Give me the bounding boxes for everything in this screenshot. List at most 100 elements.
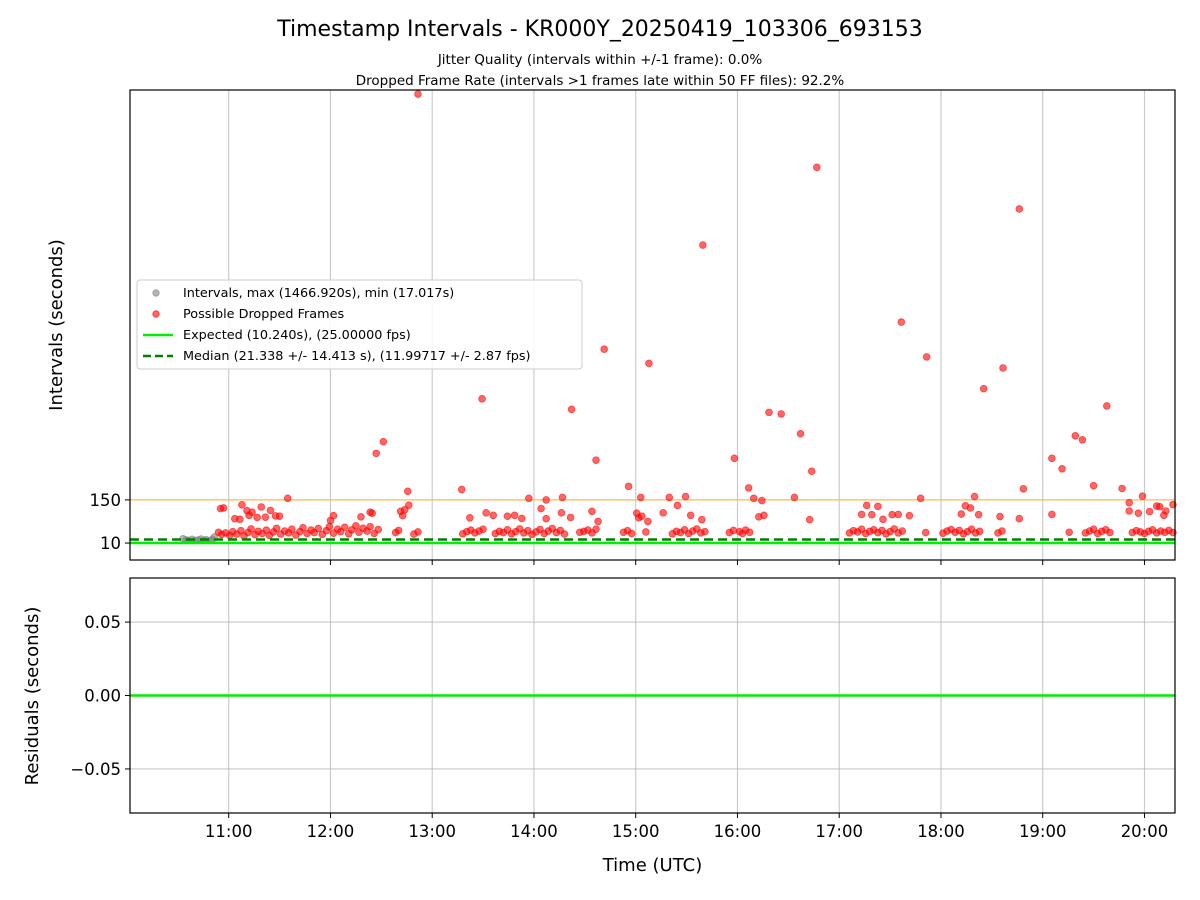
- dropped-frame-point: [777, 410, 786, 418]
- dropped-frame-point: [374, 525, 383, 534]
- dropped-frame-point: [414, 528, 422, 536]
- dropped-frame-point: [796, 429, 805, 438]
- dropped-frame-point: [372, 449, 381, 458]
- dropped-frame-point: [560, 530, 569, 538]
- residuals-y-ticks: 0.05 0.00 −0.05: [70, 613, 130, 779]
- legend-label-dropped: Possible Dropped Frames: [183, 307, 344, 322]
- dropped-frame-point: [698, 515, 706, 524]
- dropped-frame-point: [1162, 507, 1170, 515]
- dropped-frame-point: [905, 511, 914, 520]
- dropped-frame-point: [699, 241, 707, 249]
- residuals-x-tick-label: 11:00: [205, 822, 253, 841]
- dropped-frame-point: [729, 526, 738, 535]
- dropped-frame-point: [758, 496, 766, 505]
- dropped-frame-point: [686, 511, 695, 520]
- dropped-frame-point: [352, 521, 360, 530]
- dropped-frame-point: [510, 511, 519, 520]
- dropped-frame-point: [894, 510, 903, 519]
- dropped-frame-point: [1048, 454, 1056, 463]
- dropped-frame-point: [566, 513, 575, 522]
- dropped-frame-point: [405, 501, 413, 509]
- dropped-frame-point: [659, 509, 667, 517]
- dropped-frame-point: [807, 467, 816, 476]
- dropped-frame-point: [457, 485, 466, 494]
- intervals-y-axis-label: Intervals (seconds): [46, 239, 67, 411]
- dropped-frame-point: [257, 503, 266, 511]
- dropped-frame-point: [1103, 402, 1111, 410]
- dropped-frame-point: [857, 510, 866, 519]
- dropped-frame-point: [325, 522, 334, 531]
- residuals-plot: 0.05 0.00 −0.05 11:00 12:00 13:00 14:00 15:00 1…: [22, 577, 1176, 876]
- dropped-frame-point: [592, 525, 600, 533]
- dropped-frame-point: [600, 345, 608, 353]
- dropped-frame-point: [466, 513, 474, 522]
- chart-title: Timestamp Intervals - KR000Y_20250419_10…: [276, 17, 923, 42]
- dropped-frame-point: [1089, 481, 1098, 490]
- dropped-frame-point: [730, 454, 739, 463]
- dropped-frame-point: [340, 523, 349, 532]
- dropped-frame-point: [921, 528, 930, 537]
- legend-label-expected: Expected (10.240s), (25.00000 fps): [183, 328, 411, 343]
- intervals-points: [130, 90, 1177, 545]
- residuals-x-tick-label: 20:00: [1121, 822, 1169, 841]
- residuals-x-tick-label: 17:00: [815, 822, 863, 841]
- dropped-frame-point: [314, 524, 323, 533]
- dropped-frame-point: [219, 504, 228, 512]
- residuals-x-ticks: 11:00 12:00 13:00 14:00 15:00 16:00 17:00 18:00…: [205, 813, 1168, 841]
- dropped-frame-point: [673, 501, 682, 510]
- dropped-frame-point: [272, 524, 281, 533]
- dropped-frame-point: [266, 506, 275, 515]
- intervals-plot: 10 150 Intervals (seconds) Intervals, max…: [46, 89, 1177, 565]
- legend-label-median: Median (21.338 +/- 14.413 s), (11.99717 …: [183, 349, 531, 364]
- dropped-frame-point: [503, 512, 512, 521]
- dropped-frame-point: [1125, 498, 1134, 507]
- dropped-frame-point: [862, 501, 871, 510]
- dropped-frame-point: [379, 437, 388, 446]
- dropped-frame-point: [261, 513, 270, 521]
- dropped-frame-point: [357, 513, 365, 521]
- dropped-frame-point: [537, 504, 545, 513]
- dropped-frame-point: [636, 493, 645, 502]
- dropped-frame-point: [1155, 502, 1164, 511]
- dropped-frame-point: [542, 514, 550, 523]
- dropped-frame-point: [975, 527, 984, 536]
- dropped-frame-point: [916, 494, 925, 503]
- dropped-frame-point: [749, 494, 758, 503]
- dropped-frame-point: [247, 525, 255, 533]
- dropped-frame-point: [1145, 507, 1154, 516]
- intervals-x-ticks: [228, 560, 1145, 565]
- dropped-frame-point: [567, 405, 576, 414]
- dropped-frame-point: [1015, 205, 1024, 213]
- dropped-frame-point: [744, 484, 753, 492]
- dropped-frame-point: [517, 514, 526, 523]
- dropped-frame-point: [1134, 509, 1143, 517]
- dropped-frame-point: [627, 529, 636, 538]
- dropped-frame-point: [979, 384, 988, 393]
- dropped-frame-point: [366, 522, 374, 531]
- dropped-frame-point: [592, 456, 600, 464]
- dropped-frame-point: [974, 510, 983, 519]
- residuals-x-tick-label: 15:00: [612, 822, 660, 841]
- dropped-frame-point: [701, 527, 709, 536]
- dropped-frame-point: [1118, 484, 1126, 493]
- dropped-frame-point: [642, 528, 650, 536]
- intervals-y-ticks: 10 150: [90, 491, 130, 553]
- legend-label-intervals: Intervals, max (1466.920s), min (17.017s…: [183, 286, 454, 301]
- residuals-y-tick-label: −0.05: [70, 760, 121, 779]
- dropped-frame-point: [898, 527, 907, 535]
- dropped-frame-point: [525, 494, 533, 503]
- dropped-frame-point: [1065, 528, 1073, 537]
- residuals-y-tick-label: 0.05: [84, 613, 121, 632]
- dropped-frame-point: [329, 511, 338, 520]
- dropped-frame-point: [368, 509, 376, 517]
- dropped-frame-point: [645, 359, 653, 368]
- dropped-frame-point: [745, 528, 754, 537]
- dropped-frame-point: [1071, 431, 1080, 440]
- dropped-frame-point: [998, 527, 1006, 535]
- residuals-y-tick-label: 0.00: [84, 687, 121, 706]
- dropped-frame-point: [897, 318, 906, 326]
- dropped-frame-point: [236, 515, 244, 524]
- dropped-frame-point: [1138, 492, 1147, 501]
- dropped-frame-point: [238, 501, 246, 509]
- dropped-frame-point: [681, 492, 690, 501]
